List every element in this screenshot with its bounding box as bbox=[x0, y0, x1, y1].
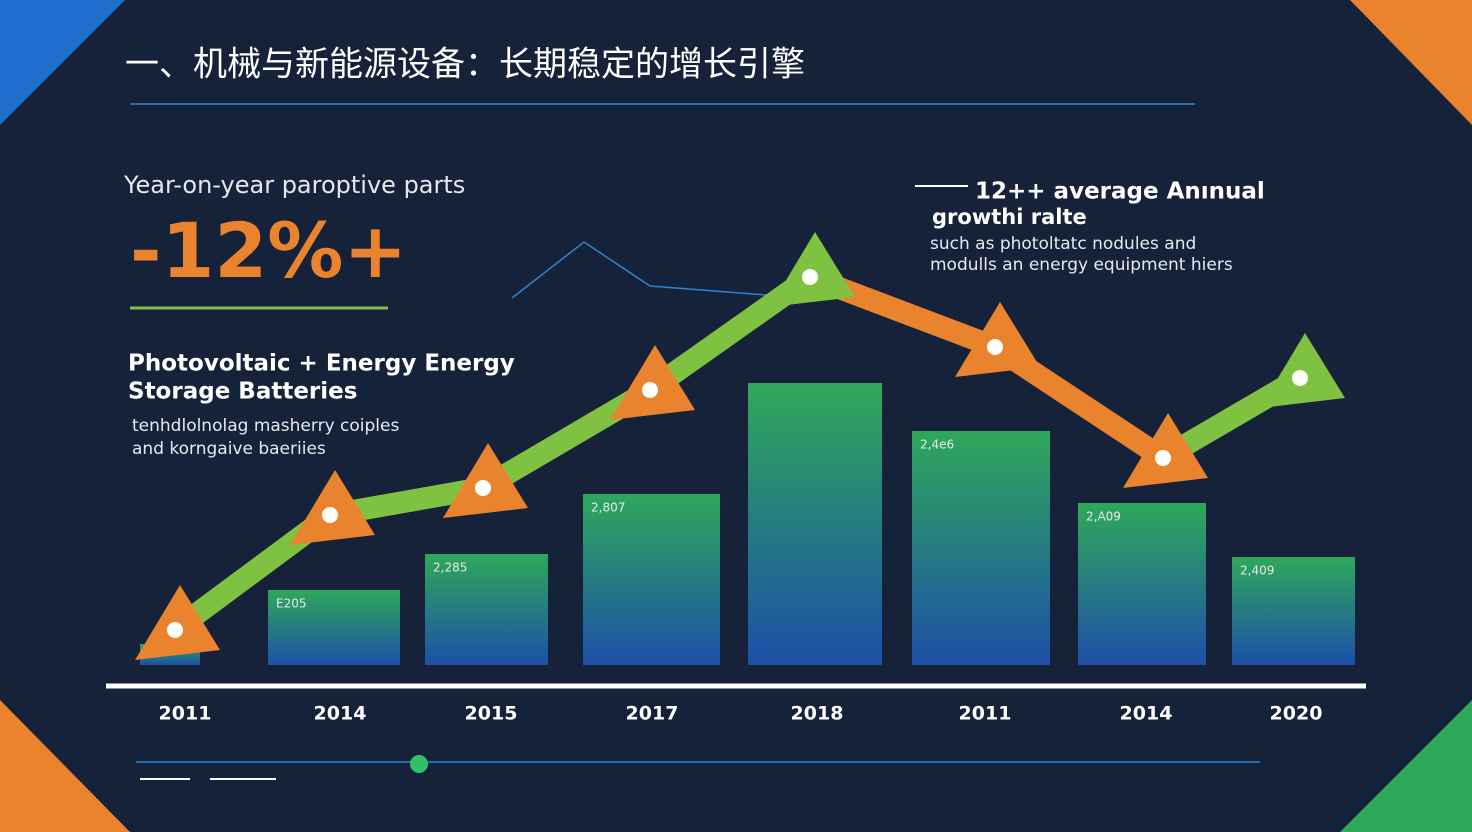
deco-line bbox=[511, 241, 781, 299]
left-subtitle: Year-on-year paroptive parts bbox=[123, 171, 465, 199]
left-body: and korngaive baeriies bbox=[132, 439, 326, 459]
bar bbox=[1078, 503, 1206, 665]
arrow-node bbox=[987, 339, 1003, 355]
x-tick-label: 2017 bbox=[626, 703, 679, 725]
left-body: tenhdlolnolag masherry coiples bbox=[132, 416, 399, 436]
corner-decor bbox=[1350, 0, 1472, 125]
bar bbox=[912, 431, 1050, 665]
right-heading: 12++ average Anınual bbox=[975, 179, 1265, 205]
left-heading: Photovoltaic + Energy Energy bbox=[128, 351, 515, 377]
arrow-node bbox=[167, 622, 183, 638]
slide-title: 一、机械与新能源设备：长期稳定的增长引擎 bbox=[125, 45, 805, 85]
x-tick-label: 2014 bbox=[1120, 703, 1173, 725]
right-heading: growthi ralte bbox=[932, 205, 1087, 229]
right-body: modulls an energy equipment hiers bbox=[930, 255, 1233, 275]
bar bbox=[425, 554, 548, 665]
bar-tag: 2,807 bbox=[591, 501, 625, 515]
x-tick-label: 2015 bbox=[465, 703, 518, 725]
bar-tag: E205 bbox=[276, 597, 307, 611]
bar-tag: 2,409 bbox=[1240, 564, 1274, 578]
x-tick-label: 2018 bbox=[791, 703, 844, 725]
bar-tag: 2,A09 bbox=[1086, 510, 1121, 524]
bar-tag: 2,285 bbox=[433, 561, 467, 575]
arrow-node bbox=[322, 507, 338, 523]
bar bbox=[1232, 557, 1355, 665]
left-heading: Storage Batteries bbox=[128, 379, 357, 405]
bar-tag: 2,4e6 bbox=[920, 438, 954, 452]
bar bbox=[268, 590, 400, 665]
x-tick-label: 2014 bbox=[314, 703, 367, 725]
corner-decor bbox=[0, 700, 130, 832]
right-body: such as photoltatc nodules and bbox=[930, 234, 1196, 254]
x-tick-label: 2011 bbox=[959, 703, 1012, 725]
corner-decor bbox=[0, 0, 125, 125]
timeline-dot bbox=[410, 755, 428, 773]
arrow-node bbox=[1292, 370, 1308, 386]
arrow-node bbox=[1155, 450, 1171, 466]
bar bbox=[583, 494, 720, 665]
bar bbox=[748, 383, 882, 665]
arrow-node bbox=[802, 269, 818, 285]
x-tick-label: 2020 bbox=[1270, 703, 1323, 725]
x-tick-label: 2011 bbox=[159, 703, 212, 725]
arrow-node bbox=[642, 382, 658, 398]
corner-decor bbox=[1340, 700, 1472, 832]
arrow-node bbox=[475, 480, 491, 496]
highlight-number: -12%+ bbox=[130, 206, 407, 295]
